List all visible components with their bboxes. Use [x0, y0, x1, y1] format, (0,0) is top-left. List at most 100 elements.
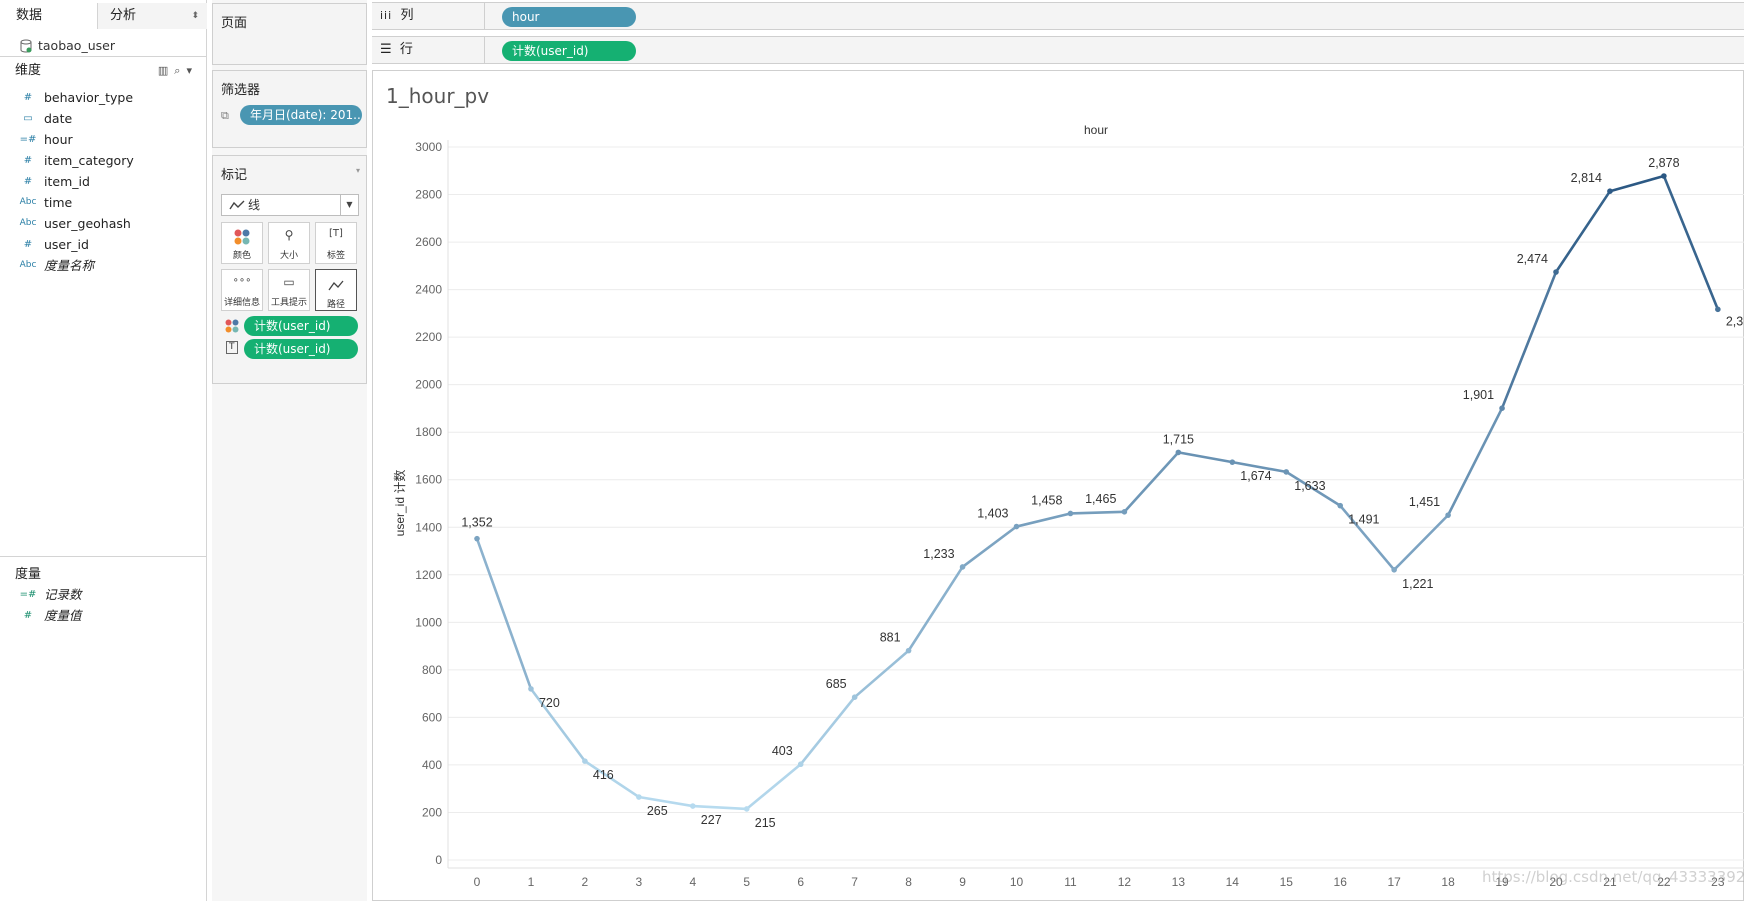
field-label: user_geohash	[44, 216, 131, 231]
marks-color-label: 颜色	[232, 251, 251, 261]
marks-color-button[interactable]: 颜色	[221, 222, 263, 264]
dimension-field-3[interactable]: # item_category	[0, 150, 207, 171]
rows-shelf-label: ☰ 行	[380, 37, 485, 63]
marks-caret-icon[interactable]: ▾	[355, 166, 360, 175]
y-tick-label: 2800	[415, 188, 442, 202]
x-tick-label: 0	[474, 875, 481, 889]
y-tick-label: 600	[422, 710, 442, 724]
marks-label-button[interactable]: [T] 标签	[315, 222, 357, 264]
marks-detail-button[interactable]: ∘∘∘ 详细信息	[221, 269, 263, 311]
x-tick-label: 1	[528, 875, 535, 889]
path-icon	[328, 280, 344, 291]
line-segment	[961, 525, 1018, 569]
y-tick-label: 1800	[415, 425, 442, 439]
field-label: hour	[44, 132, 73, 147]
y-tick-label: 3000	[415, 140, 442, 154]
color-encoding-pill[interactable]: 计数(user_id)	[244, 316, 358, 336]
data-pane: 数据 分析 ⬍ taobao_user 维度 ▥⌕▾ # behavior_type…	[0, 0, 207, 901]
y-tick-label: 2400	[415, 283, 442, 297]
data-label: 215	[755, 816, 776, 830]
view-area	[372, 70, 1744, 901]
data-label: 2,317	[1726, 314, 1744, 328]
data-point	[1175, 449, 1182, 456]
data-label: 1,715	[1163, 432, 1194, 446]
dimension-field-6[interactable]: Abc user_geohash	[0, 213, 207, 234]
marks-size-button[interactable]: ⚲ 大小	[268, 222, 310, 264]
chevron-down-icon: ▼	[340, 195, 358, 215]
marks-path-button[interactable]: 路径	[315, 269, 357, 311]
field-label: date	[44, 111, 73, 126]
data-label: 1,403	[977, 507, 1008, 521]
x-tick-label: 9	[959, 875, 966, 889]
rows-label: 行	[399, 42, 413, 57]
measure-field-1[interactable]: # 度量值	[0, 605, 207, 626]
marks-tooltip-button[interactable]: ▭ 工具提示	[268, 269, 310, 311]
dimension-field-7[interactable]: # user_id	[0, 234, 207, 255]
data-point	[1229, 459, 1236, 465]
filters-card[interactable]: 筛选器 ⧉ 年月日(date): 201..	[212, 70, 367, 148]
filter-icon: ⧉	[221, 109, 229, 122]
columns-icon: iii	[380, 9, 393, 22]
y-tick-label: 800	[422, 663, 442, 677]
dimension-field-1[interactable]: ▭ date	[0, 108, 207, 129]
label-icon: T	[226, 341, 238, 354]
columns-shelf[interactable]: iii 列 hour	[372, 2, 1744, 30]
x-tick-label: 18	[1441, 875, 1455, 889]
line-segment	[1392, 513, 1450, 572]
rows-pill-count[interactable]: 计数(user_id)	[502, 41, 636, 61]
x-tick-label: 11	[1064, 875, 1077, 889]
x-tick-label: 17	[1387, 875, 1401, 889]
sheet-title: 1_hour_pv	[386, 84, 490, 108]
size-icon: ⚲	[284, 228, 294, 242]
data-label: 1,674	[1240, 469, 1271, 483]
data-point	[797, 761, 804, 768]
x-tick-label: 22	[1657, 875, 1671, 889]
dimensions-header: 维度	[15, 63, 42, 78]
tab-scroll-caret-icon[interactable]: ⬍	[191, 11, 199, 21]
x-tick-label: 16	[1334, 875, 1348, 889]
x-tick-label: 15	[1280, 875, 1294, 889]
marks-card-title: 标记	[221, 168, 248, 183]
data-label: 416	[593, 768, 614, 782]
line-segment	[745, 762, 803, 811]
line-segment	[1177, 451, 1234, 464]
cards-column: 页面 筛选器 ⧉ 年月日(date): 201.. 标记 ▾ 线 ▼ 颜色 ⚲ …	[212, 0, 367, 901]
datasource-icon	[20, 39, 32, 53]
data-point	[905, 647, 912, 654]
marks-path-label: 路径	[326, 300, 345, 310]
dimensions-tools: ▥⌕▾	[158, 64, 198, 78]
rows-shelf[interactable]: ☰ 行 计数(user_id)	[372, 36, 1744, 64]
view-toggle-icon[interactable]: ▥	[157, 64, 175, 77]
dimension-field-2[interactable]: =# hour	[0, 129, 207, 150]
line-segment	[1231, 460, 1288, 474]
measures-header: 度量	[15, 567, 42, 582]
pages-card[interactable]: 页面	[212, 3, 367, 65]
label-encoding-pill[interactable]: 计数(user_id)	[244, 339, 358, 359]
mark-type-dropdown[interactable]: 线 ▼	[221, 194, 359, 216]
line-segment	[853, 649, 910, 699]
dimension-field-8[interactable]: Abc 度量名称	[0, 255, 207, 276]
field-label: 记录数	[44, 587, 82, 602]
x-tick-label: 7	[851, 875, 858, 889]
data-point	[1067, 510, 1074, 517]
line-segment	[1338, 504, 1396, 572]
datasource-item[interactable]: taobao_user	[20, 36, 115, 56]
data-label: 403	[772, 744, 793, 758]
columns-pill-hour[interactable]: hour	[502, 7, 636, 27]
measure-field-0[interactable]: =# 记录数	[0, 584, 207, 605]
menu-caret-icon[interactable]: ▾	[186, 64, 198, 77]
filter-pill-date[interactable]: 年月日(date): 201..	[240, 105, 362, 125]
search-icon[interactable]: ⌕	[174, 64, 187, 77]
tab-data[interactable]: 数据	[0, 3, 98, 29]
data-label: 1,352	[461, 516, 492, 530]
marks-size-label: 大小	[279, 251, 298, 261]
dimension-field-0[interactable]: # behavior_type	[0, 87, 207, 108]
columns-shelf-label: iii 列	[380, 3, 485, 29]
data-point	[959, 564, 966, 570]
tab-analysis[interactable]: 分析 ⬍	[98, 3, 207, 29]
y-tick-label: 2600	[415, 235, 442, 249]
dimension-field-5[interactable]: Abc time	[0, 192, 207, 213]
dimension-field-4[interactable]: # item_id	[0, 171, 207, 192]
